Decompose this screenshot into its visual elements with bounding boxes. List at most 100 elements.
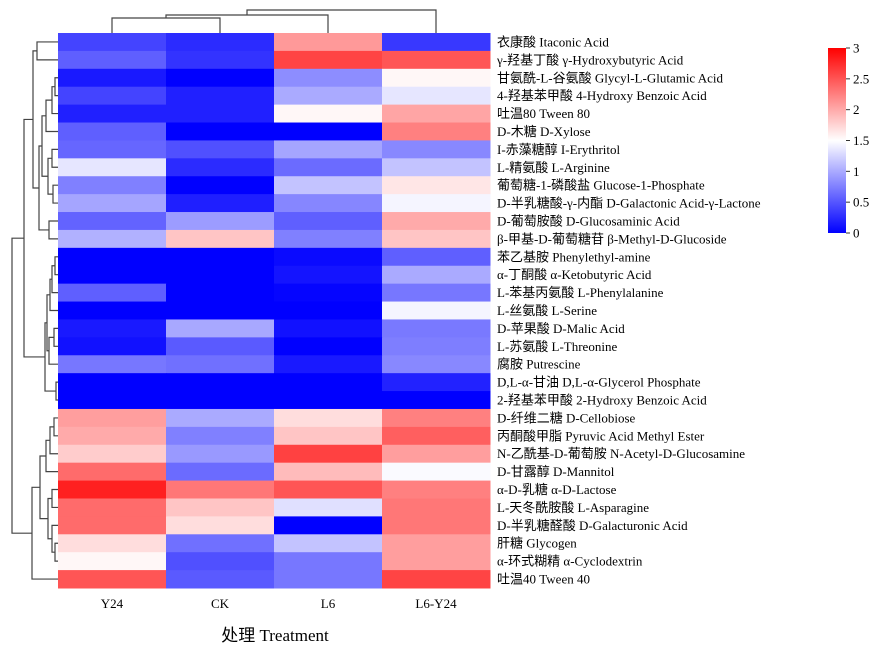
row-label: N-乙酰基-D-葡萄胺 N-Acetyl-D-Glucosamine	[497, 446, 745, 461]
heatmap-cell	[274, 140, 383, 159]
heatmap-cell	[382, 247, 491, 267]
heatmap-cell	[274, 68, 383, 88]
row-label: D-苹果酸 D-Malic Acid	[497, 321, 625, 336]
heatmap-cell	[166, 50, 275, 70]
heatmap-cell	[166, 68, 275, 88]
heatmap-cell	[166, 212, 275, 231]
heatmap-cell	[382, 104, 491, 124]
heatmap-cell	[274, 373, 383, 392]
heatmap-cell	[166, 552, 275, 571]
heatmap-cell	[58, 122, 167, 141]
heatmap-cell	[382, 408, 491, 428]
heatmap-cell	[166, 229, 275, 249]
heatmap-cell	[382, 50, 491, 70]
heatmap-cell	[58, 498, 167, 517]
heatmap-cell	[274, 498, 383, 517]
heatmap-cell	[166, 122, 275, 141]
heatmap-cell	[274, 247, 383, 267]
heatmap-cell	[58, 570, 167, 589]
row-label: γ-羟基丁酸 γ-Hydroxybutyric Acid	[496, 52, 684, 67]
heatmap-cell	[58, 212, 167, 231]
heatmap-cell	[274, 426, 383, 446]
heatmap-cell	[58, 158, 167, 177]
heatmap-cell	[58, 319, 167, 338]
heatmap-cell	[58, 265, 167, 285]
heatmap-cell	[382, 212, 491, 231]
row-label: D-纤维二糖 D-Cellobiose	[497, 410, 636, 425]
heatmap-cell	[274, 408, 383, 428]
heatmap-cell	[274, 122, 383, 141]
heatmap-cell	[58, 176, 167, 195]
heatmap-cell	[382, 194, 491, 213]
row-label: D-甘露醇 D-Mannitol	[497, 464, 615, 479]
heatmap-cell	[166, 462, 275, 482]
row-label: 吐温40 Tween 40	[497, 572, 590, 587]
heatmap-cell	[382, 373, 491, 392]
heatmap-cell	[166, 570, 275, 589]
heatmap-cell	[166, 534, 275, 553]
heatmap-cell	[382, 570, 491, 589]
heatmap-cell	[166, 265, 275, 285]
heatmap-cell	[274, 534, 383, 553]
heatmap-cell	[166, 444, 275, 464]
heatmap-cell	[166, 408, 275, 428]
dendrogram-branch	[54, 542, 58, 562]
heatmap-cell	[274, 462, 383, 482]
heatmap-cell	[382, 355, 491, 374]
heatmap-cell	[58, 480, 167, 499]
heatmap-cell	[58, 33, 167, 52]
heatmap-cell	[274, 229, 383, 249]
heatmap-cell	[274, 86, 383, 106]
row-label: 苯乙基胺 Phenylethyl-amine	[497, 249, 651, 264]
heatmap-cell	[58, 516, 167, 535]
row-label: L-丝氨酸 L-Serine	[497, 303, 597, 318]
heatmap-cell	[274, 158, 383, 177]
heatmap-cell	[274, 552, 383, 571]
heatmap-cell	[382, 283, 491, 303]
dendrogram-branch	[48, 220, 58, 240]
heatmap-cell	[58, 426, 167, 446]
column-label: L6	[321, 596, 336, 611]
row-label: L-天冬酰胺酸 L-Asparagine	[497, 500, 649, 515]
dendrogram-branch	[41, 115, 48, 177]
heatmap-cell	[274, 391, 383, 410]
row-label: D-半乳糖酸-γ-内酯 D-Galactonic Acid-γ-Lactone	[497, 196, 761, 211]
dendrogram-branch	[53, 327, 58, 347]
heatmap-cell	[382, 319, 491, 338]
heatmap-cell	[166, 283, 275, 303]
heatmap-cell	[274, 283, 383, 303]
row-label: 衣康酸 Itaconic Acid	[497, 34, 609, 49]
heatmap-cell	[166, 319, 275, 338]
heatmap-cell	[382, 265, 491, 285]
heatmap-cell	[274, 319, 383, 338]
heatmap-cell	[382, 337, 491, 356]
row-label: α-丁酮酸 α-Ketobutyric Acid	[497, 267, 652, 282]
row-label: β-甲基-D-葡萄糖苷 β-Methyl-D-Glucoside	[497, 231, 727, 246]
heatmap-cell	[382, 552, 491, 571]
x-axis-title: 处理 Treatment	[221, 626, 329, 645]
dendrogram-branch	[53, 417, 58, 437]
heatmap-cell	[274, 301, 383, 320]
heatmap-cell	[58, 552, 167, 571]
heatmap-cell	[166, 337, 275, 356]
row-label: I-赤藻糖醇 I-Erythritol	[497, 142, 621, 157]
heatmap-cell	[274, 104, 383, 124]
dendrogram-branch	[54, 256, 58, 276]
heatmap-cell	[274, 33, 383, 52]
colorbar-tick-label: 0	[853, 226, 860, 241]
heatmap-cell	[166, 426, 275, 446]
heatmap-cell	[382, 140, 491, 159]
row-label: 甘氨酰-L-谷氨酸 Glycyl-L-Glutamic Acid	[497, 70, 724, 85]
row-label: 丙酮酸甲脂 Pyruvic Acid Methyl Ester	[497, 428, 705, 443]
heatmap-cell	[166, 301, 275, 320]
dendrogram-branch	[51, 148, 58, 168]
dendrogram-branch	[36, 41, 58, 61]
heatmap-cell	[274, 176, 383, 195]
row-label: 2-羟基苯甲酸 2-Hydroxy Benzoic Acid	[497, 393, 707, 408]
row-label: D,L-α-甘油 D,L-α-Glycerol Phosphate	[497, 375, 701, 390]
row-label: 腐胺 Putrescine	[497, 357, 581, 372]
row-label: L-苯基丙氨酸 L-Phenylalanine	[497, 285, 664, 300]
row-label: 葡萄糖-1-磷酸盐 Glucose-1-Phosphate	[497, 178, 705, 193]
dendrogram-branch	[111, 17, 221, 33]
